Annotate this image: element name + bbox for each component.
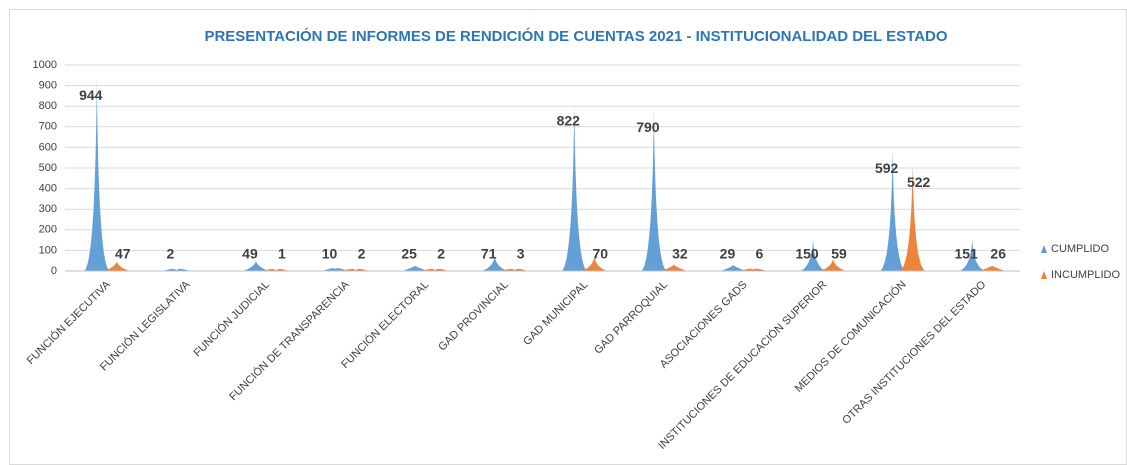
value-label: 944 xyxy=(79,87,103,103)
bar xyxy=(422,268,449,271)
value-label: 71 xyxy=(481,246,497,262)
y-tick-label: 400 xyxy=(39,183,57,195)
bar xyxy=(640,108,667,271)
value-label: 3 xyxy=(517,246,525,262)
value-label: 47 xyxy=(115,246,131,262)
value-label: 49 xyxy=(242,246,258,262)
y-tick-label: 100 xyxy=(39,244,57,256)
value-label: 59 xyxy=(831,246,847,262)
value-label: 151 xyxy=(955,246,979,262)
value-label: 32 xyxy=(672,246,688,262)
bar xyxy=(481,256,508,271)
bar xyxy=(720,265,747,271)
value-label: 1 xyxy=(278,246,286,262)
y-tick-label: 1000 xyxy=(33,59,57,71)
bar xyxy=(740,268,767,271)
bar xyxy=(163,268,190,271)
y-tick-label: 200 xyxy=(39,224,57,236)
bar xyxy=(879,149,906,271)
y-tick-label: 500 xyxy=(39,162,57,174)
value-label: 25 xyxy=(401,246,417,262)
chart-frame xyxy=(9,9,1127,465)
bar xyxy=(342,268,369,271)
value-label: 70 xyxy=(593,246,609,262)
value-label: 592 xyxy=(875,160,899,176)
value-label: 10 xyxy=(322,246,338,262)
value-label: 2 xyxy=(437,246,445,262)
bar xyxy=(899,163,926,271)
value-label: 2 xyxy=(166,246,174,262)
value-label: 2 xyxy=(358,246,366,262)
value-label: 26 xyxy=(990,246,1006,262)
bar xyxy=(820,258,847,271)
legend-label: INCUMPLIDO xyxy=(1051,269,1121,281)
chart-title: PRESENTACIÓN DE INFORMES DE RENDICIÓN DE… xyxy=(204,27,947,45)
value-label: 6 xyxy=(756,246,764,262)
legend-swatch xyxy=(1041,271,1047,279)
bar xyxy=(262,268,289,271)
bar xyxy=(242,260,269,271)
y-tick-label: 300 xyxy=(39,203,57,215)
y-tick-label: 900 xyxy=(39,80,57,92)
bar xyxy=(402,265,429,271)
y-tick-label: 700 xyxy=(39,121,57,133)
y-tick-label: 800 xyxy=(39,100,57,112)
bar xyxy=(83,76,110,271)
bar xyxy=(561,101,588,271)
y-tick-label: 600 xyxy=(39,141,57,153)
value-label: 29 xyxy=(720,246,736,262)
y-tick-label: 0 xyxy=(51,265,57,277)
bar xyxy=(501,268,528,271)
bar xyxy=(103,261,130,271)
bar xyxy=(979,265,1006,271)
legend-swatch xyxy=(1041,245,1047,253)
legend-label: CUMPLIDO xyxy=(1051,243,1110,255)
bar xyxy=(581,256,608,271)
value-label: 822 xyxy=(557,112,581,128)
bar xyxy=(322,268,349,271)
bar xyxy=(800,240,827,271)
value-label: 790 xyxy=(636,119,660,135)
bar xyxy=(959,239,986,271)
value-label: 150 xyxy=(795,246,819,262)
value-label: 522 xyxy=(907,174,931,190)
bar xyxy=(660,264,687,271)
